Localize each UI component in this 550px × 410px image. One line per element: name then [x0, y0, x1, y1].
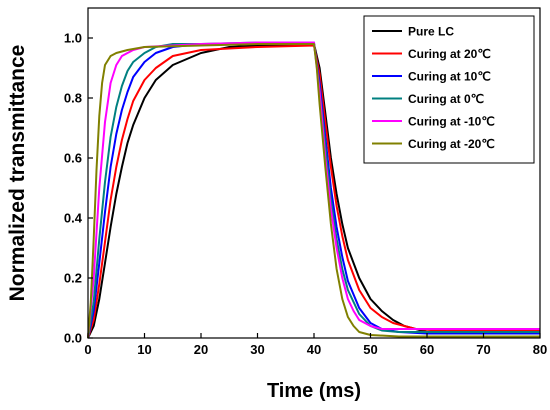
legend-box [363, 15, 535, 164]
x-tick-label: 10 [137, 342, 151, 357]
y-tick-label: 0.4 [64, 211, 83, 226]
legend-label: Curing at -20℃ [408, 137, 495, 151]
x-tick-label: 70 [476, 342, 490, 357]
legend-label: Pure LC [408, 25, 454, 39]
ticks-layer: 0 10 20 30 40 50 60 70 80 0.0 0.2 0.4 0.6 0.8 1.0 [64, 31, 547, 358]
legend: Pure LC Curing at 20℃ Curing at 10℃ Curing … [363, 15, 535, 164]
x-tick-label: 80 [533, 342, 547, 357]
legend-label: Curing at 20℃ [408, 47, 491, 61]
y-axis-title: Normalized transmittance [6, 45, 29, 302]
x-tick-label: 20 [194, 342, 208, 357]
legend-label: Curing at -10℃ [408, 115, 495, 129]
legend-label: Curing at 10℃ [408, 70, 491, 84]
x-axis-title: Time (ms) [267, 380, 361, 402]
y-tick-label: 0.0 [64, 331, 82, 346]
legend-label: Curing at 0℃ [408, 92, 484, 106]
y-tick-label: 0.6 [64, 151, 82, 166]
x-tick-label: 60 [420, 342, 434, 357]
y-tick-label: 0.8 [64, 91, 82, 106]
y-tick-label: 1.0 [64, 31, 82, 46]
series-line-6 [87, 43, 540, 339]
x-tick-label: 50 [363, 342, 377, 357]
y-tick-label: 0.2 [64, 271, 82, 286]
x-tick-label: 0 [84, 342, 91, 357]
x-tick-label: 30 [250, 342, 264, 357]
x-tick-label: 40 [307, 342, 321, 357]
series-line-5 [87, 41, 540, 339]
series-layer [87, 41, 540, 339]
